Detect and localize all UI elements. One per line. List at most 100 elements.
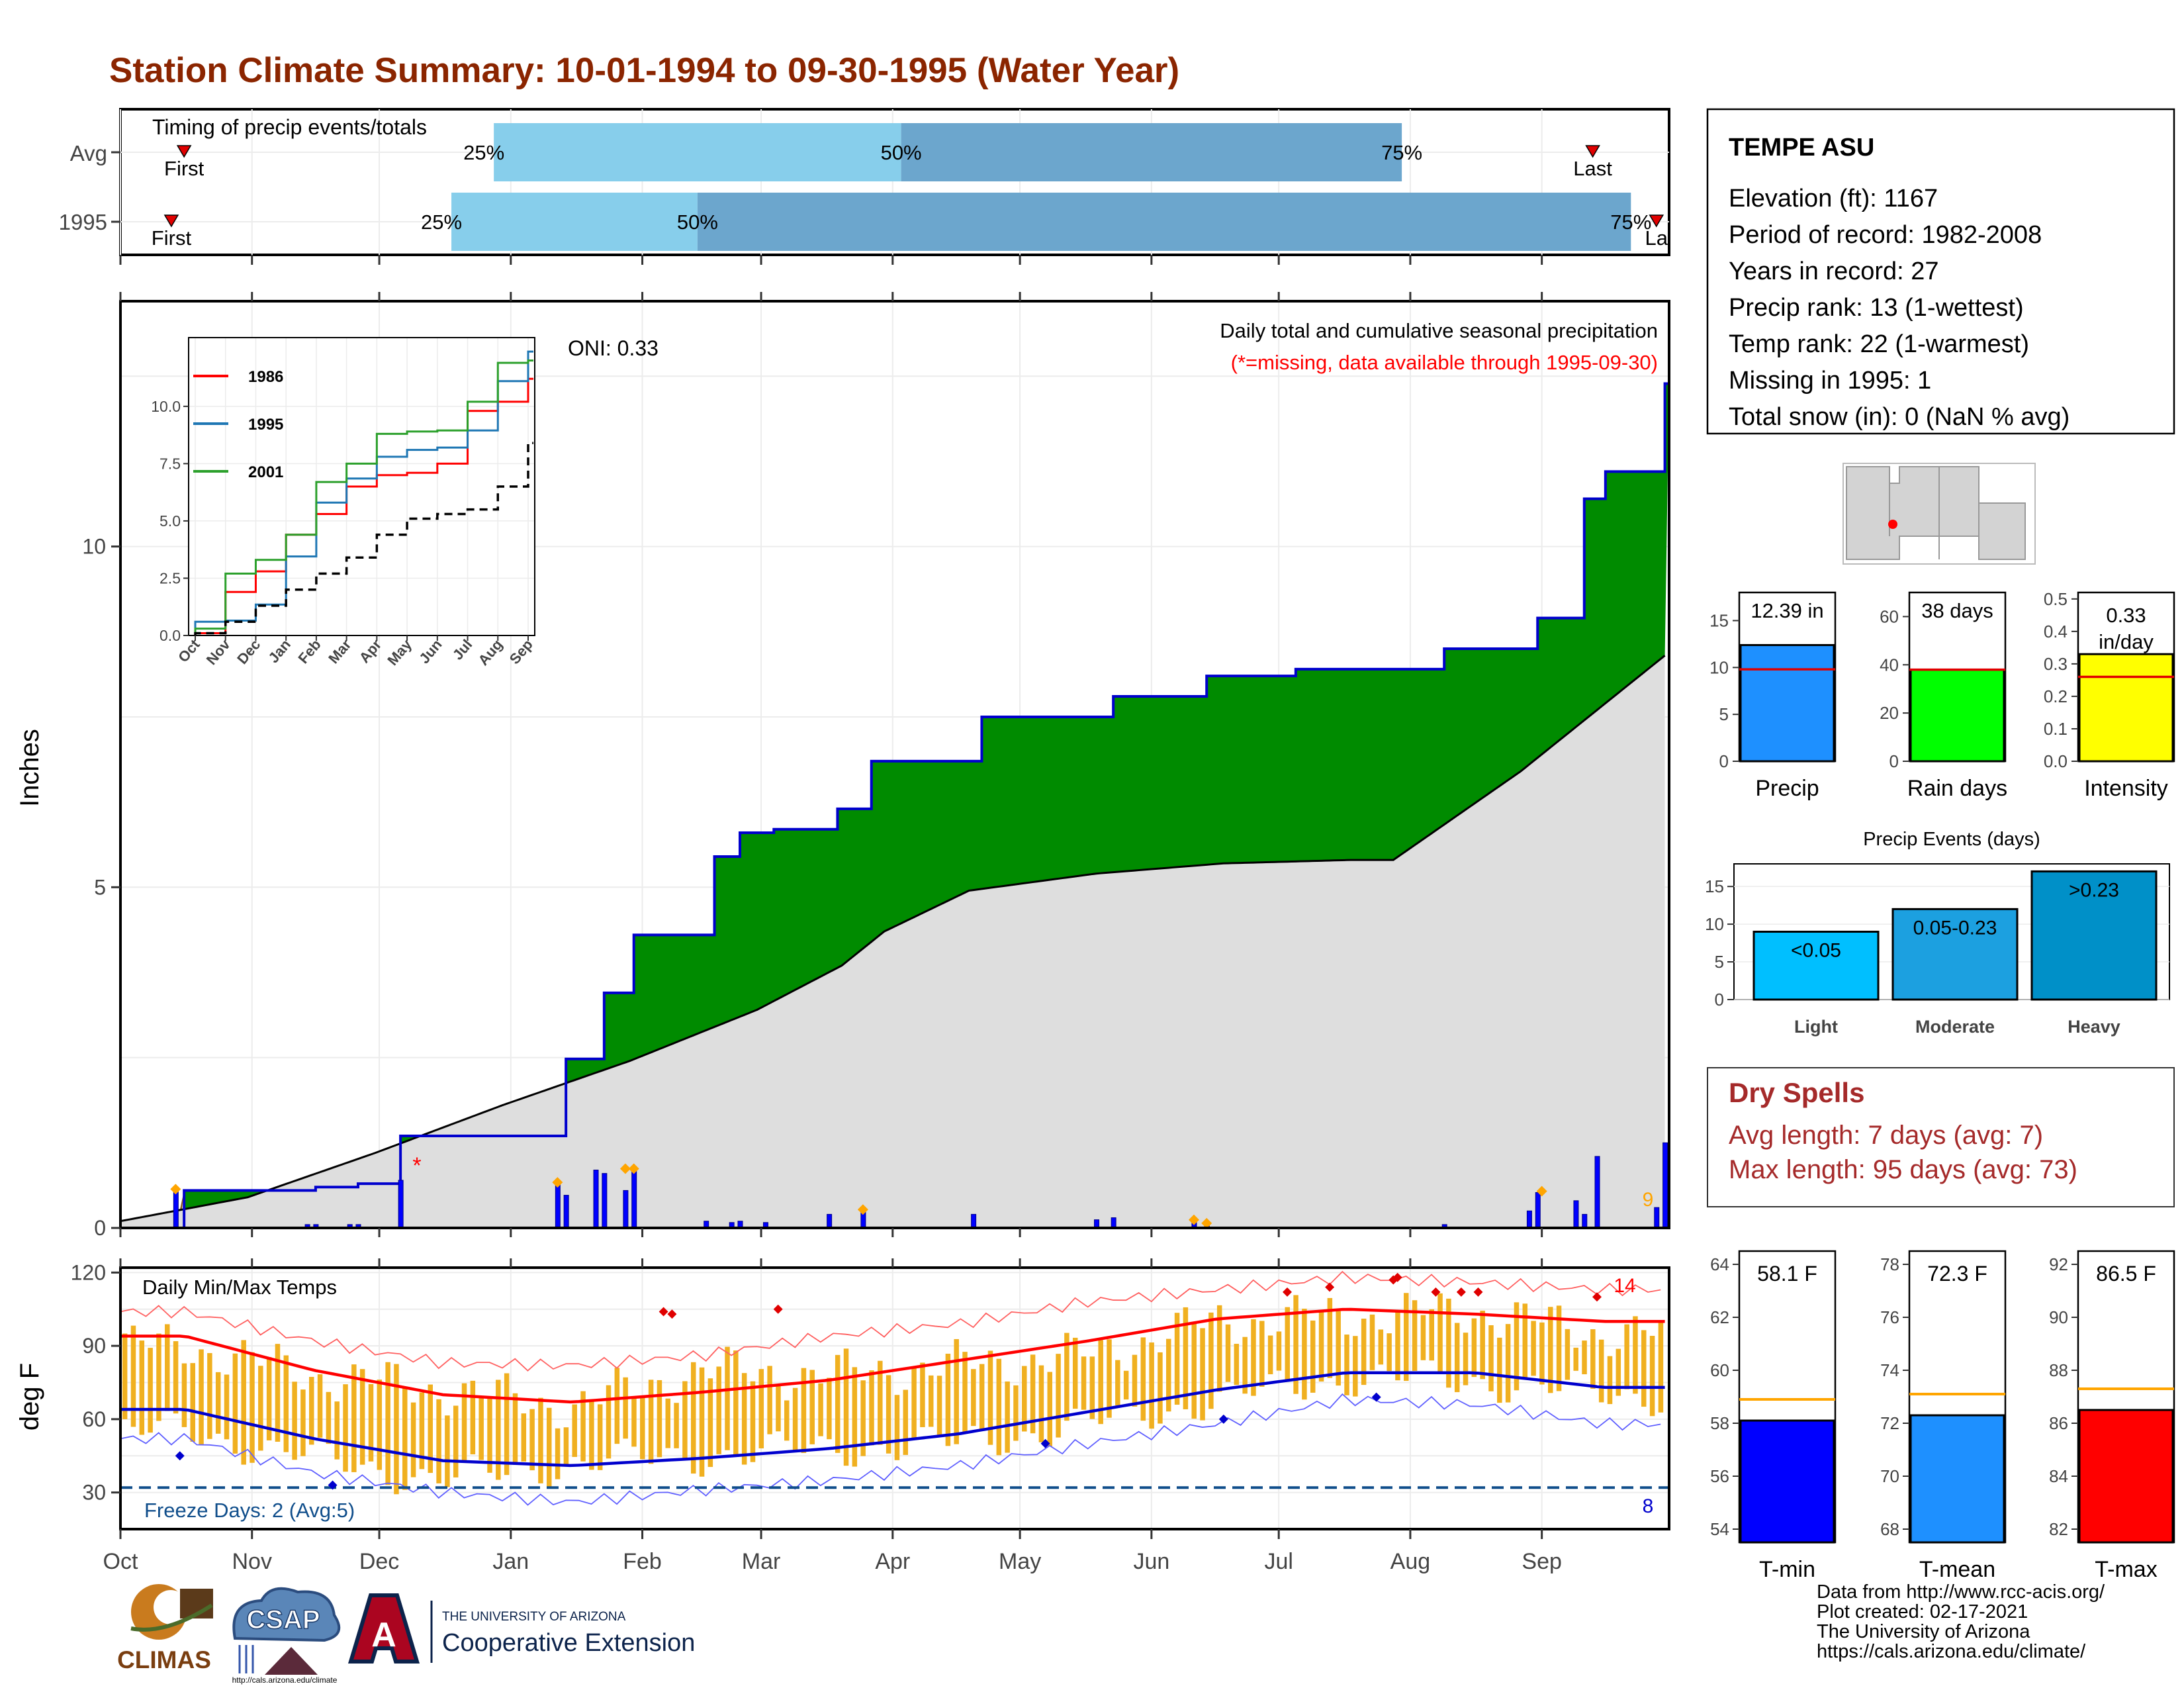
daily-precip-bar (593, 1170, 599, 1229)
daily-temp-bar (623, 1377, 628, 1439)
daily-temp-bar (1387, 1333, 1392, 1372)
daily-temp-bar (1353, 1336, 1358, 1397)
daily-temp-bar (1658, 1320, 1664, 1413)
daily-temp-bar (1505, 1324, 1511, 1403)
daily-temp-bar (903, 1389, 909, 1455)
precip-y-tick-label: 0 (94, 1216, 106, 1240)
precip-event-marker (1188, 1214, 1199, 1225)
daily-temp-bar (979, 1364, 985, 1431)
daily-temp-bar (920, 1362, 925, 1427)
daily-temp-bar (317, 1374, 323, 1438)
events-tick-label: 5 (1715, 952, 1724, 972)
daily-temp-bar (343, 1384, 348, 1472)
daily-temp-bar (258, 1366, 263, 1451)
events-bar-range: 0.05-0.23 (1913, 917, 1997, 939)
temp-bar-t-max (2078, 1409, 2174, 1544)
daily-temp-bar (1174, 1313, 1180, 1405)
timing-last-marker (1585, 145, 1600, 158)
daily-temp-bar (359, 1369, 365, 1465)
timing-pct-75: 75% (1610, 211, 1651, 234)
inset-line-2001 (194, 359, 533, 635)
daily-temp-bar (1251, 1319, 1256, 1396)
daily-temp-bar (1064, 1333, 1069, 1421)
daily-temp-bar (1480, 1310, 1485, 1380)
daily-temp-bar (394, 1364, 399, 1495)
timing-pct-50: 50% (881, 141, 922, 164)
inset-legend-label: 2001 (248, 463, 283, 481)
temp-bar-tick-label: 82 (2049, 1519, 2068, 1539)
daily-temp-bar (283, 1355, 289, 1452)
month-label-mar: Mar (742, 1549, 781, 1574)
timing-first-label: First (164, 157, 205, 180)
daily-temp-bar (419, 1392, 425, 1470)
inset-line-1995 (194, 350, 533, 635)
timing-pct-25: 25% (421, 211, 462, 234)
average-cumulative-area (120, 655, 1665, 1228)
timing-pct-25: 25% (463, 141, 504, 164)
record-high-marker (1431, 1287, 1441, 1297)
daily-temp-bar (827, 1378, 832, 1440)
temp-y-axis-label: deg F (15, 1363, 44, 1430)
daily-temp-bar (529, 1409, 535, 1471)
daily-temp-bar (1267, 1335, 1273, 1375)
month-label-jun: Jun (1133, 1549, 1169, 1574)
mini-bar-value: 38 days (1921, 599, 1993, 622)
climas-wordmark: CLIMAS (117, 1646, 211, 1673)
average-max-line (120, 1307, 1665, 1404)
daily-temp-bar (334, 1401, 340, 1460)
temp-bar-tick-label: 86 (2049, 1413, 2068, 1433)
ua-letter: A (371, 1616, 396, 1654)
oni-label: ONI: 0.33 (568, 336, 659, 360)
record-low-marker (328, 1480, 338, 1490)
daily-temp-bar (699, 1367, 705, 1477)
credit-date: Plot created: 02-17-2021 (1817, 1601, 2028, 1622)
daily-temp-bar (207, 1353, 212, 1439)
daily-temp-bar (1598, 1339, 1604, 1403)
precip-event-marker (628, 1163, 639, 1174)
daily-temp-bar (538, 1397, 543, 1483)
precip-y-tick-label: 10 (82, 535, 106, 559)
daily-temp-bar (521, 1413, 527, 1462)
daily-temp-bar (1378, 1329, 1384, 1365)
daily-temp-bar (1098, 1340, 1103, 1425)
temp-frame (119, 1266, 1670, 1530)
month-axis: Oct Nov Dec Jan Feb Mar Apr May Jun Jul Aug Sep (103, 1529, 1562, 1574)
daily-temp-bar (1038, 1365, 1044, 1442)
daily-precip-bar (971, 1213, 977, 1229)
daily-temp-bar (300, 1389, 306, 1456)
precip-panel-label: Daily total and cumulative seasonal prec… (1220, 319, 1658, 342)
locator-map (1843, 463, 2036, 565)
daily-temp-bar (1395, 1311, 1400, 1381)
daily-temp-bar (1607, 1356, 1613, 1405)
daily-temp-bar (224, 1374, 230, 1440)
daily-temp-bar (1318, 1309, 1324, 1382)
temp-bar-tick-label: 56 (1710, 1466, 1729, 1486)
precip-events-title: Precip Events (days) (1863, 829, 2040, 850)
daily-temp-bar (139, 1340, 145, 1435)
precip-event-marker (619, 1163, 631, 1174)
record-high-line (120, 1270, 1661, 1372)
mini-bar-tick-label: 0.1 (2044, 719, 2068, 739)
daily-temp-bar (589, 1400, 594, 1470)
daily-temp-bar (1005, 1381, 1010, 1453)
events-category-label: Heavy (2068, 1017, 2120, 1037)
timing-bar-25-50 (494, 123, 901, 181)
daily-temp-bar (818, 1383, 823, 1436)
daily-temp-bar (716, 1366, 721, 1454)
month-label-jul: Jul (1264, 1549, 1293, 1574)
station-info-line: Precip rank: 13 (1-wettest) (1729, 294, 2024, 322)
daily-precip-bar (398, 1180, 404, 1229)
daily-precip-bar (1594, 1156, 1600, 1229)
temp-y-tick-label: 120 (71, 1260, 106, 1284)
daily-temp-bar (1454, 1323, 1460, 1393)
timing-last-label: La (1645, 226, 1668, 250)
events-bar-moderate (1891, 908, 2019, 1001)
timing-first-label: First (152, 226, 192, 250)
station-info-line: Period of record: 1982-2008 (1729, 221, 2042, 249)
mini-bar-tick-label: 0.0 (2044, 751, 2068, 771)
timing-first-marker (176, 145, 192, 158)
daily-temp-bar (504, 1373, 510, 1476)
daily-temp-bar (199, 1349, 204, 1446)
daily-temp-bar (1276, 1331, 1282, 1371)
month-label-dec: Dec (359, 1549, 399, 1574)
